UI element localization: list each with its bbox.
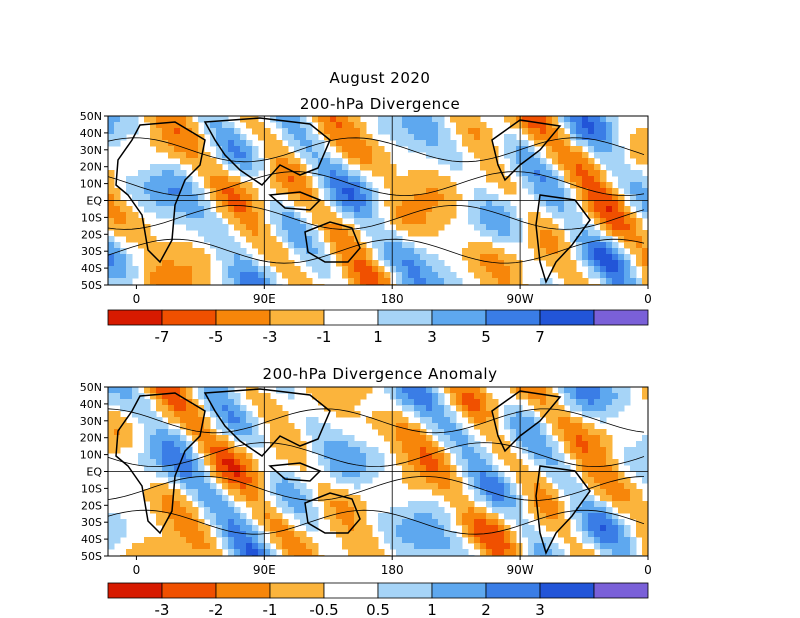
colorbar-segment	[107, 309, 163, 326]
lat-label: 30S	[81, 245, 102, 258]
zero-contour	[108, 408, 645, 434]
lon-label: 90E	[253, 563, 276, 577]
panel-title-divergence: 200-hPa Divergence	[299, 95, 461, 113]
lat-label: 40N	[80, 398, 102, 411]
colorbar-label: -3	[155, 601, 170, 618]
lat-label: 30N	[80, 415, 102, 428]
colorbar-segment	[377, 582, 433, 599]
zero-contour	[108, 171, 645, 197]
colorbar-segment	[107, 582, 163, 599]
coastline	[491, 390, 562, 453]
lat-label: 40N	[80, 127, 102, 140]
colorbar-label: -3	[263, 328, 278, 346]
lat-label: 20S	[81, 228, 102, 241]
figure-title: August 2020	[329, 69, 431, 87]
zero-contour	[108, 204, 645, 230]
lat-label: 10N	[80, 178, 102, 191]
lon-label: 90W	[507, 563, 534, 577]
coastline	[304, 221, 361, 263]
colorbar-label: 2	[481, 601, 491, 618]
colorbar-segment	[161, 309, 217, 326]
zero-contour	[108, 509, 645, 535]
colorbar-segment	[269, 582, 325, 599]
map-panel-anomaly: 50N 40N 30N 20N 10N EQ 10S 20S 30S 40S 50S 0 90E 180 9…	[80, 381, 652, 618]
colorbar-segment	[323, 309, 379, 326]
coastline	[203, 388, 331, 457]
colorbar-label: -0.5	[309, 601, 338, 618]
zero-contour	[108, 137, 645, 163]
colorbar-label: 1	[373, 328, 383, 346]
lon-label: 0	[644, 292, 652, 306]
lat-label: 50S	[81, 279, 102, 292]
lat-label: EQ	[86, 195, 102, 208]
zero-contour	[108, 475, 645, 501]
colorbar-segment	[539, 582, 595, 599]
lat-label: 30N	[80, 144, 102, 157]
colorbar-label: -7	[155, 328, 170, 346]
zero-contour	[108, 238, 645, 264]
lon-label: 0	[133, 292, 141, 306]
lat-label: 40S	[81, 533, 102, 546]
lat-label: 50S	[81, 550, 102, 563]
lat-label: 20N	[80, 432, 102, 445]
coastline	[304, 492, 361, 534]
colorbar-segment	[431, 582, 487, 599]
colorbar-label: -2	[209, 601, 224, 618]
colorbar-label: -1	[263, 601, 278, 618]
panel-title-anomaly: 200-hPa Divergence Anomaly	[262, 365, 498, 383]
coastline	[535, 465, 591, 556]
lat-label: 20S	[81, 499, 102, 512]
colorbar-segment	[323, 582, 379, 599]
colorbar-segment	[485, 309, 541, 326]
colorbar-label: 3	[535, 601, 545, 618]
coastline	[203, 117, 331, 186]
colorbar-segment	[269, 309, 325, 326]
colorbar-label: -1	[317, 328, 332, 346]
colorbar-label: 7	[535, 328, 545, 346]
colorbar-label: 1	[427, 601, 437, 618]
map-panel-divergence: 50N 40N 30N 20N 10N EQ 10S 20S 30S 40S 50S 0 90E 180 9…	[80, 110, 652, 346]
colorbar-segment	[593, 309, 649, 326]
lon-label: 0	[644, 563, 652, 577]
coastline	[115, 121, 206, 264]
shaded-field	[108, 387, 648, 556]
shaded-field	[108, 116, 648, 285]
lat-label: 10S	[81, 211, 102, 224]
colorbar-segment	[215, 582, 271, 599]
lat-label: 10N	[80, 449, 102, 462]
coastline	[535, 194, 591, 285]
lon-label: 180	[381, 563, 404, 577]
lon-label: 90W	[507, 292, 534, 306]
lat-label: 50N	[80, 110, 102, 123]
lat-label: 30S	[81, 516, 102, 529]
zero-contour	[108, 442, 645, 468]
lon-label: 0	[133, 563, 141, 577]
colorbar-segment	[215, 309, 271, 326]
colorbar-label: -5	[209, 328, 224, 346]
colorbar-segment	[485, 582, 541, 599]
lat-label: 40S	[81, 262, 102, 275]
lon-label: 90E	[253, 292, 276, 306]
colorbar-label: 5	[481, 328, 491, 346]
colorbar-segment	[377, 309, 433, 326]
coastline	[115, 392, 206, 535]
colorbar-label: 0.5	[366, 601, 390, 618]
lat-label: EQ	[86, 466, 102, 479]
colorbar-segment	[431, 309, 487, 326]
coastline	[268, 191, 322, 211]
coastline	[491, 119, 562, 182]
colorbar-label: 3	[427, 328, 437, 346]
coastline	[268, 462, 322, 482]
lat-label: 10S	[81, 482, 102, 495]
colorbar-segment	[593, 582, 649, 599]
lon-label: 180	[381, 292, 404, 306]
lat-label: 50N	[80, 381, 102, 394]
lat-label: 20N	[80, 161, 102, 174]
colorbar-segment	[539, 309, 595, 326]
colorbar-segment	[161, 582, 217, 599]
